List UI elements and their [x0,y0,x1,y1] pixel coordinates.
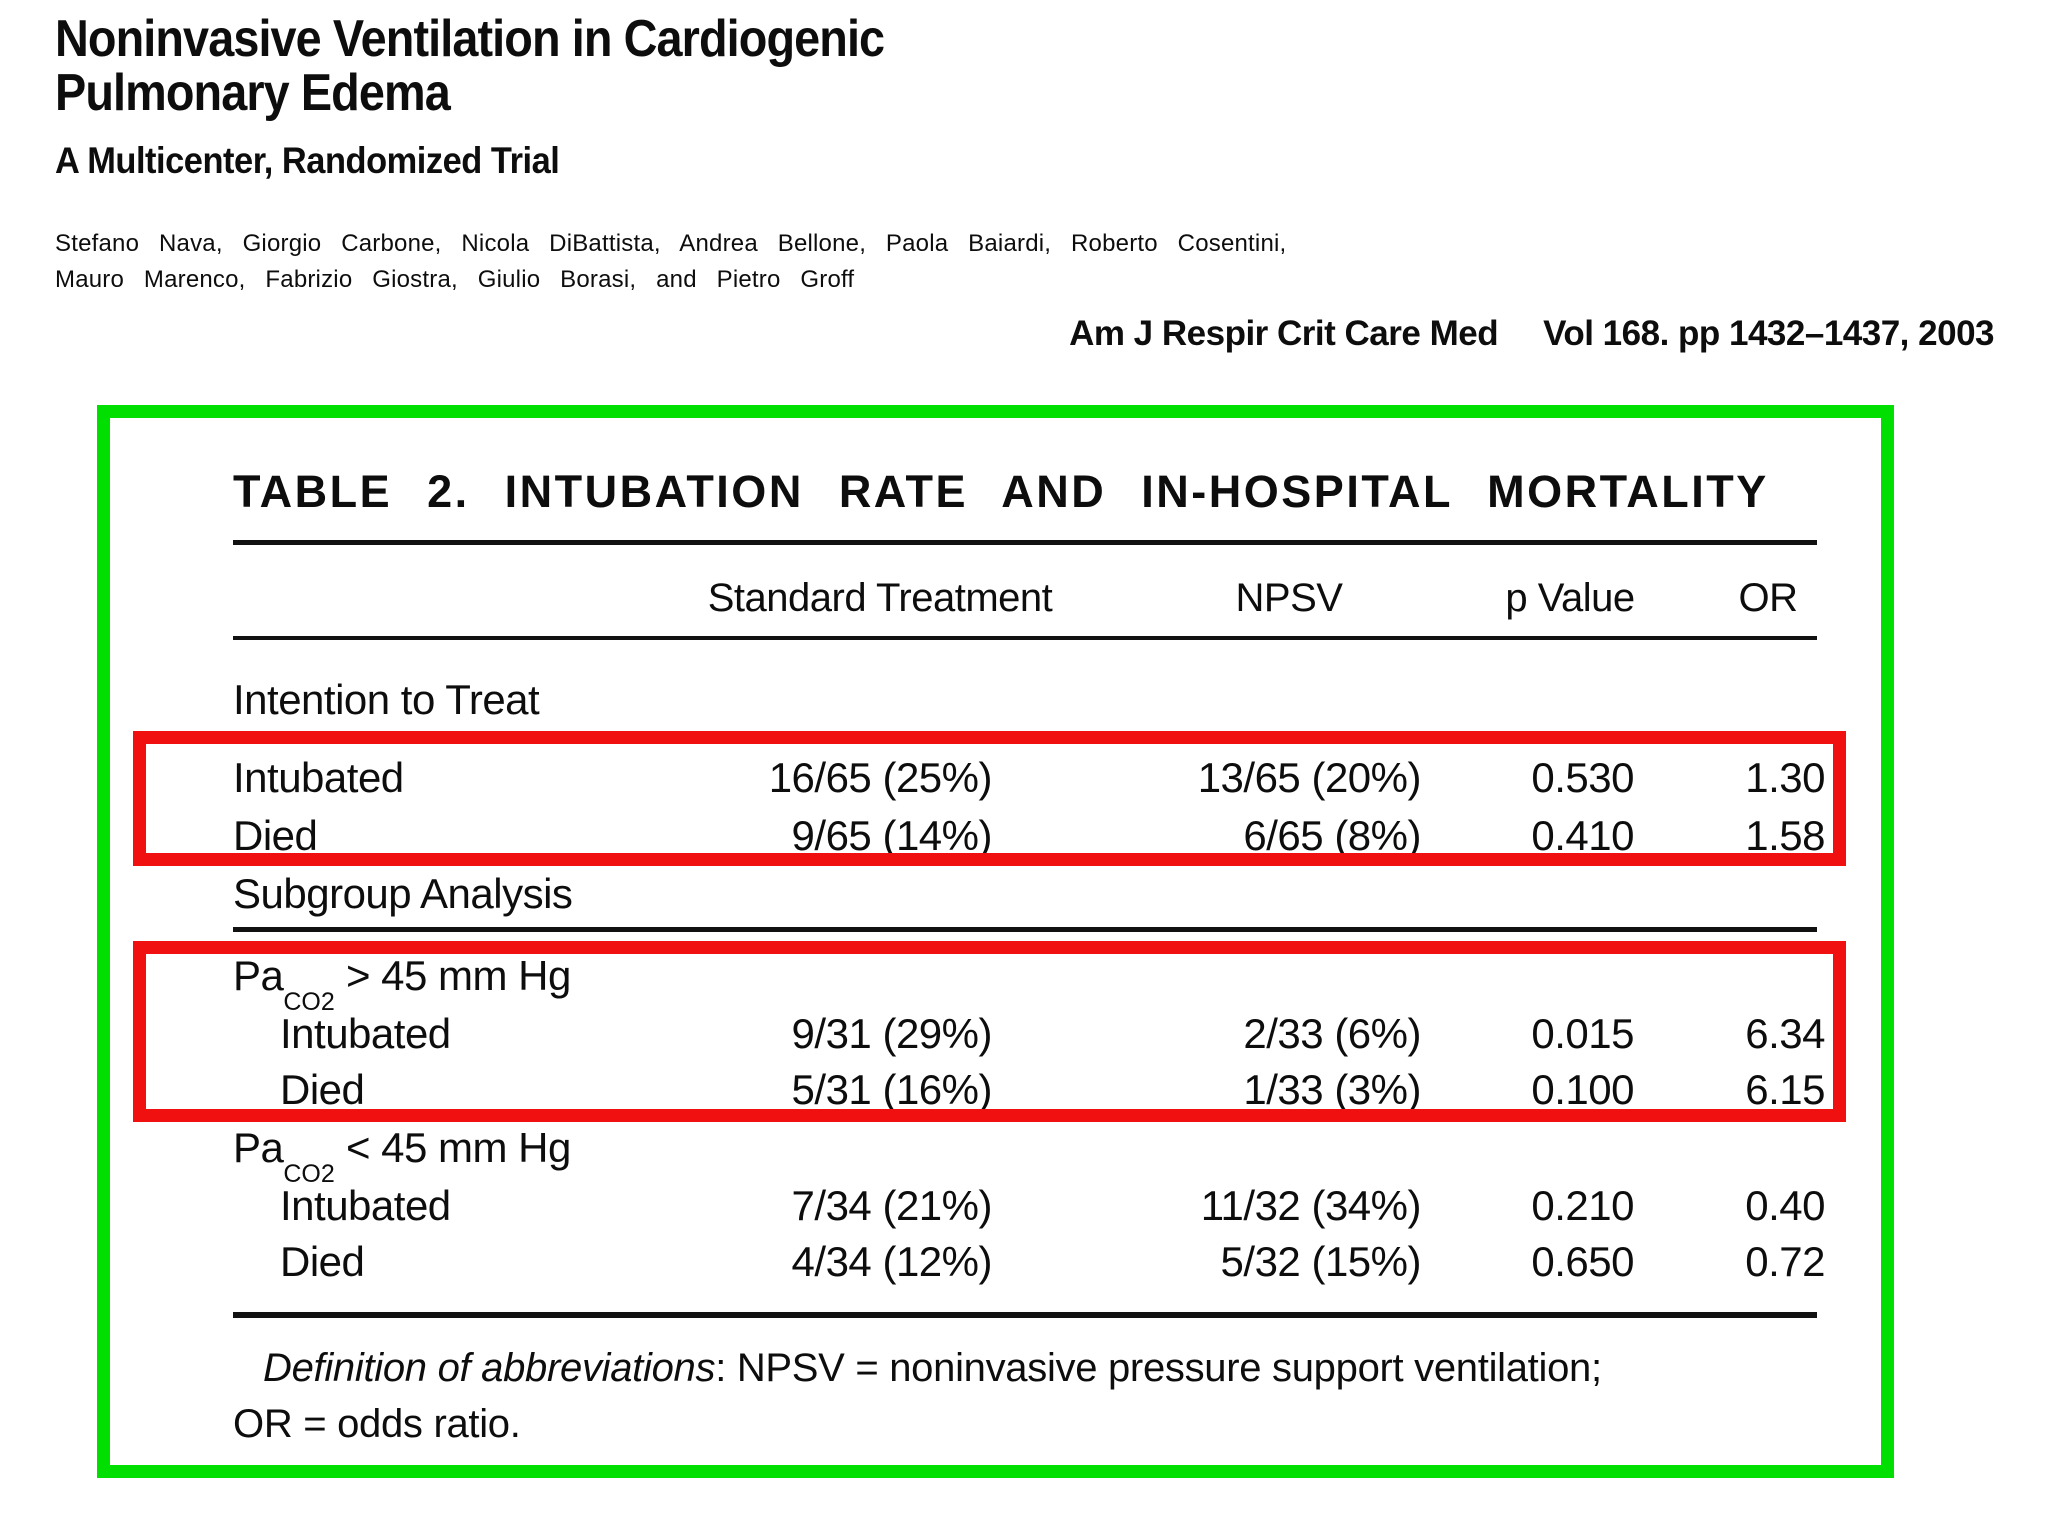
citation-volume: Vol 168. pp 1432–1437, 2003 [1543,314,1994,353]
cell-npsv: 13/65 (20%) [1197,754,1422,801]
paco2-prefix: Pa [233,952,284,999]
cell-standard-treatment: 16/65 (25%) [768,754,993,801]
row-label: Intubated [280,1182,451,1229]
row-label: Died [280,1066,365,1113]
cell-standard-treatment: 9/65 (14%) [791,812,993,859]
table-title: TABLE 2. INTUBATION RATE AND IN-HOSPITAL… [233,466,1769,517]
cell-odds-ratio: 0.40 [1745,1182,1825,1229]
cell-p-value: 0.650 [1531,1238,1634,1285]
paco2-condition: > 45 mm Hg [334,952,571,999]
paper-title: Noninvasive Ventilation in Cardiogenic P… [55,10,885,122]
red-highlight-box-paco2-high [133,941,1846,1122]
cell-npsv: 5/32 (15%) [1220,1238,1422,1285]
author-list: Stefano Nava, Giorgio Carbone, Nicola Di… [55,226,1286,298]
cell-odds-ratio: 1.30 [1745,754,1825,801]
cell-p-value: 0.410 [1531,812,1634,859]
footnote-term: Definition of abbreviations [263,1346,716,1390]
subgroup-heading-paco2-low: PaCO2 < 45 mm Hg [233,1124,1825,1187]
paco2-prefix: Pa [233,1124,284,1171]
paper-title-line-1: Noninvasive Ventilation in Cardiogenic [55,10,885,68]
cell-odds-ratio: 1.58 [1745,812,1825,859]
paper-title-line-2: Pulmonary Edema [55,64,451,122]
row-label: Died [233,812,318,859]
subgroup-heading-label: PaCO2 > 45 mm Hg [233,952,571,1015]
column-header-or: OR [1738,576,1799,620]
cell-standard-treatment: 7/34 (21%) [791,1182,993,1229]
column-header-standard-treatment: Standard Treatment [707,576,1053,620]
journal-citation: Am J Respir Crit Care Med Vol 168. pp 143… [1069,314,1994,354]
paper-subtitle: A Multicenter, Randomized Trial [55,140,560,181]
paco2-subscript: CO2 [283,1160,335,1189]
row-label: Intubated [233,754,404,801]
table-rule-top [233,540,1817,545]
table-row-itt-intubated: Intubated 16/65 (25%) 13/65 (20%) 0.530 … [233,754,1825,802]
cell-odds-ratio: 0.72 [1745,1238,1825,1285]
section-heading-intention-to-treat: Intention to Treat [233,676,1825,724]
column-header-p-value: p Value [1505,576,1635,620]
green-highlight-frame [97,405,1894,1478]
table-row-high-intubated: Intubated 9/31 (29%) 2/33 (6%) 0.015 6.3… [233,1010,1825,1058]
red-highlight-box-intention [133,731,1846,866]
cell-p-value: 0.015 [1531,1010,1634,1057]
table-row-low-intubated: Intubated 7/34 (21%) 11/32 (34%) 0.210 0… [233,1182,1825,1230]
authors-line-2: Mauro Marenco, Fabrizio Giostra, Giulio … [55,266,855,293]
cell-odds-ratio: 6.34 [1745,1010,1825,1057]
journal-name: Am J Respir Crit Care Med [1069,314,1499,353]
table-rule-header [233,636,1817,640]
paco2-subscript: CO2 [283,988,335,1017]
table-rule-subgroup [233,927,1817,932]
section-heading-label: Intention to Treat [233,676,540,723]
section-heading-subgroup-analysis: Subgroup Analysis [233,870,1825,918]
subgroup-heading-label: PaCO2 < 45 mm Hg [233,1124,571,1187]
table-footnote-line-1: Definition of abbreviations: NPSV = noni… [233,1344,1863,1392]
cell-npsv: 11/32 (34%) [1200,1182,1422,1229]
authors-line-1: Stefano Nava, Giorgio Carbone, Nicola Di… [55,230,1287,257]
cell-standard-treatment: 9/31 (29%) [791,1010,993,1057]
cell-npsv: 2/33 (6%) [1243,1010,1421,1057]
cell-standard-treatment: 4/34 (12%) [791,1238,993,1285]
table-row-high-died: Died 5/31 (16%) 1/33 (3%) 0.100 6.15 [233,1066,1825,1114]
footnote-definition: : NPSV = noninvasive pressure support ve… [715,1346,1602,1390]
column-header-npsv: NPSV [1235,576,1343,620]
cell-p-value: 0.530 [1531,754,1634,801]
row-label: Died [280,1238,365,1285]
row-label: Intubated [280,1010,451,1057]
cell-odds-ratio: 6.15 [1745,1066,1825,1113]
table-footnote-line-2: OR = odds ratio. [233,1402,521,1446]
cell-p-value: 0.100 [1531,1066,1634,1113]
table-row-itt-died: Died 9/65 (14%) 6/65 (8%) 0.410 1.58 [233,812,1825,860]
paco2-condition: < 45 mm Hg [334,1124,571,1171]
cell-standard-treatment: 5/31 (16%) [791,1066,993,1113]
cell-npsv: 1/33 (3%) [1243,1066,1421,1113]
table-rule-bottom [233,1312,1817,1318]
subgroup-heading-paco2-high: PaCO2 > 45 mm Hg [233,952,1825,1015]
cell-npsv: 6/65 (8%) [1243,812,1421,859]
section-heading-label: Subgroup Analysis [233,870,573,917]
table-row-low-died: Died 4/34 (12%) 5/32 (15%) 0.650 0.72 [233,1238,1825,1286]
cell-p-value: 0.210 [1531,1182,1634,1229]
